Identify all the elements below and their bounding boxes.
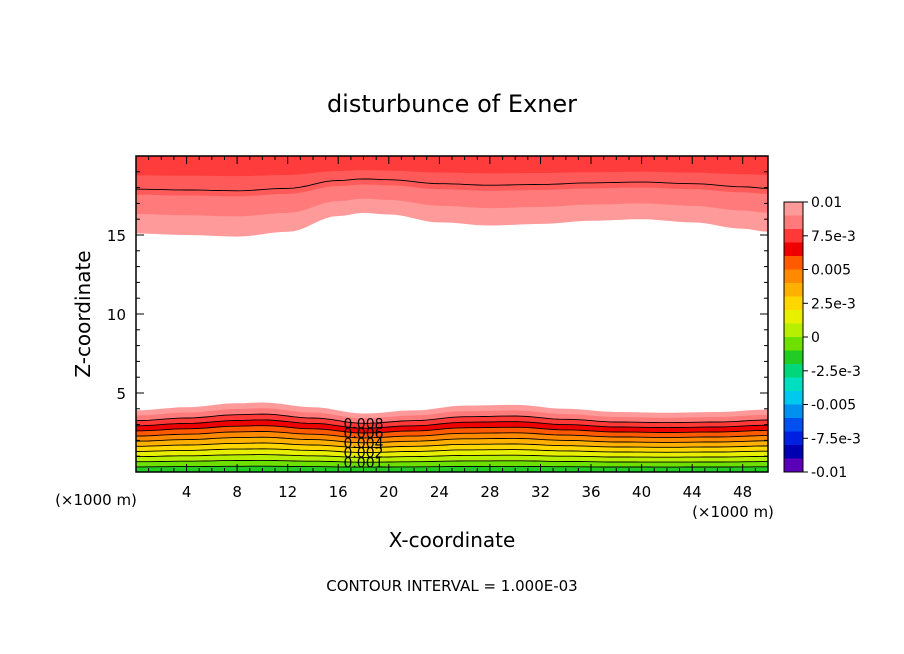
x-unit-left: (×1000 m) [55,491,137,509]
upper-fill-band [136,156,768,177]
colorbar-swatch [784,418,803,432]
contour-line [136,454,768,458]
colorbar-label: 0.01 [811,195,842,211]
colorbar-label: 0.005 [811,263,851,279]
colorbar: 0.01 7.5e-3 0.005 2.5e-3 0 -2.5e-3 -0.005 -7.5e… [783,195,861,481]
x-axis-label: X-coordinate [389,528,516,552]
colorbar-label: -0.01 [811,465,847,481]
x-axis: 4 8 12 16 20 24 28 32 36 40 44 48 [148,156,756,501]
chart-title: disturbunce of Exner [327,90,577,118]
contour-line [136,178,769,192]
contour-fill-layer [136,156,768,472]
colorbar-swatch [784,431,803,446]
colorbar-swatch [784,283,803,297]
x-tick-label: 40 [632,483,651,501]
contour-line [135,419,769,429]
colorbar-swatch [784,229,803,243]
contour-line [135,425,769,434]
colorbar-swatch [784,404,803,419]
colorbar-label: 2.5e-3 [811,296,856,312]
x-tick-label: 24 [430,483,449,501]
colorbar-swatch [784,310,803,324]
y-tick-label: 10 [107,306,126,324]
colorbar-swatch [784,296,803,311]
x-tick-label: 28 [480,483,499,501]
y-tick-label: 5 [116,385,126,403]
colorbar-label: -2.5e-3 [811,364,861,380]
colorbar-swatch [784,323,803,338]
colorbar-swatch [784,215,803,230]
colorbar-swatch [784,458,803,473]
contour-line [135,436,768,444]
contour-line-layer [135,178,769,468]
colorbar-swatch [784,256,803,270]
y-axis-label: Z-coordinate [71,250,95,377]
colorbar-label: -7.5e-3 [811,431,861,447]
x-tick-label: 20 [379,483,398,501]
x-tick-label: 48 [733,483,752,501]
x-tick-label: 36 [581,483,600,501]
contour-line [135,430,768,439]
colorbar-label: 0 [811,330,820,346]
colorbar-swatch [784,337,803,351]
x-tick-label: 16 [329,483,348,501]
contour-line [136,442,768,449]
y-tick-label: 15 [107,227,126,245]
contour-line [136,459,768,463]
colorbar-label: -0.005 [811,398,856,414]
contour-line [136,465,768,468]
contour-line [135,448,768,453]
contour-interval-note: CONTOUR INTERVAL = 1.000E-03 [326,577,577,595]
contour-value-label: 0.006 [343,426,383,442]
x-tick-label: 44 [683,483,702,501]
contour-value-label: 0.004 [343,436,383,452]
x-unit-right: (×1000 m) [692,503,774,521]
x-tick-label: 32 [531,483,550,501]
contour-line [135,413,769,424]
x-tick-label: 4 [182,483,192,501]
x-tick-label: 8 [232,483,242,501]
x-tick-label: 12 [278,483,297,501]
colorbar-swatch [784,445,803,459]
colorbar-swatch [784,242,803,257]
colorbar-swatch [784,350,803,365]
contour-value-label: 0.001 [343,455,383,471]
colorbar-swatch [784,391,803,405]
colorbar-label: 7.5e-3 [811,229,856,245]
colorbar-swatch [784,364,803,378]
colorbar-swatch [784,269,803,284]
colorbar-swatch [784,377,803,392]
contour-value-label: 0.008 [343,416,383,432]
contour-value-label: 0.002 [343,446,383,462]
colorbar-swatch [784,202,803,216]
y-axis: 5 10 15 [107,171,768,457]
